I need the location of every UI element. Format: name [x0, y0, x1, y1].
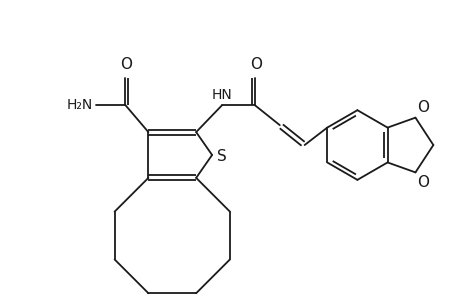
Text: O: O [120, 57, 132, 72]
Text: HN: HN [211, 88, 232, 102]
Text: H₂N: H₂N [66, 98, 92, 112]
Text: S: S [217, 149, 226, 164]
Text: O: O [416, 176, 429, 190]
Text: O: O [416, 100, 429, 115]
Text: O: O [249, 57, 261, 72]
